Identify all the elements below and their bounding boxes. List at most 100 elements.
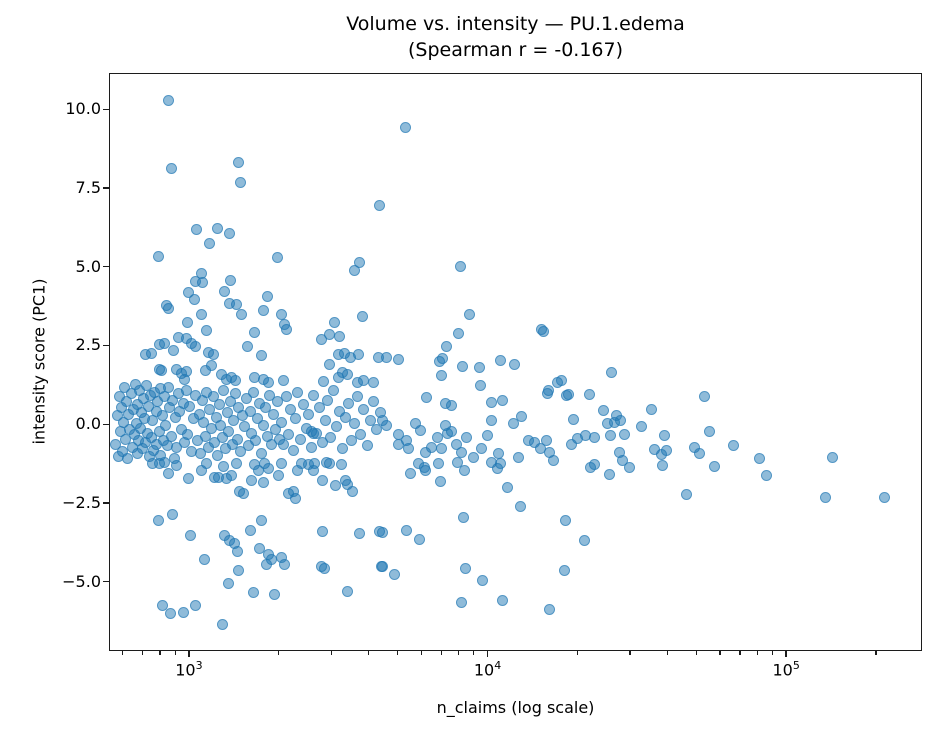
x-minor-tick (122, 651, 124, 655)
data-point (276, 457, 288, 469)
data-point (579, 535, 591, 547)
data-point (120, 433, 132, 445)
y-tick-label: −2.5 (62, 492, 101, 512)
data-point (351, 391, 363, 403)
data-point (341, 585, 353, 597)
data-point (561, 389, 573, 401)
data-point (280, 323, 292, 335)
data-point (250, 435, 262, 447)
data-point (232, 156, 244, 168)
data-point (543, 603, 555, 615)
data-point (252, 413, 264, 425)
data-point (257, 476, 269, 488)
x-tick-label: 103 (175, 659, 203, 680)
data-point (618, 428, 630, 440)
data-point (605, 430, 617, 442)
data-point (183, 472, 195, 484)
x-minor-tick (159, 651, 161, 655)
data-point (403, 443, 415, 455)
data-point (305, 441, 317, 453)
x-minor-tick (420, 651, 422, 655)
data-point (496, 394, 508, 406)
data-point (485, 414, 497, 426)
data-point (245, 524, 257, 536)
x-minor-tick (695, 651, 697, 655)
data-point (238, 487, 250, 499)
y-tick (103, 187, 109, 189)
data-point (199, 553, 211, 565)
data-point (145, 347, 157, 359)
data-point (155, 449, 167, 461)
x-major-tick (486, 651, 489, 657)
data-point (228, 414, 240, 426)
x-minor-tick (368, 651, 370, 655)
x-minor-tick (174, 651, 176, 655)
data-point (374, 407, 386, 419)
data-point (432, 432, 444, 444)
data-point (636, 420, 648, 432)
data-point (316, 474, 328, 486)
x-minor-tick (440, 651, 442, 655)
data-point (485, 396, 497, 408)
data-point (160, 419, 172, 431)
data-point (292, 386, 304, 398)
data-point (598, 405, 610, 417)
x-minor-tick (756, 651, 758, 655)
data-point (271, 251, 283, 263)
data-point (289, 492, 301, 504)
data-point (152, 514, 164, 526)
data-point (196, 308, 208, 320)
data-point (267, 408, 279, 420)
data-point (608, 417, 620, 429)
data-point (203, 237, 215, 249)
data-point (445, 399, 457, 411)
data-point (242, 340, 254, 352)
data-point (240, 392, 252, 404)
data-point (273, 469, 284, 481)
data-point (473, 361, 485, 373)
x-minor-tick (458, 651, 460, 655)
data-point (319, 414, 331, 426)
y-axis-label: intensity score (PC1) (29, 278, 49, 445)
data-point (287, 444, 299, 456)
data-point (272, 396, 284, 408)
data-point (223, 577, 235, 589)
data-point (361, 440, 373, 452)
data-point (231, 457, 243, 469)
data-point (229, 388, 241, 400)
data-point (565, 438, 577, 450)
x-minor-tick (739, 651, 741, 655)
data-point (513, 451, 525, 463)
data-point (156, 599, 168, 611)
x-axis-label: n_claims (log scale) (436, 698, 595, 717)
data-point (163, 302, 175, 314)
data-point (496, 595, 508, 607)
data-point (215, 419, 227, 431)
data-point (421, 391, 433, 403)
data-point (218, 460, 230, 472)
data-point (414, 425, 426, 437)
data-point (376, 527, 388, 539)
data-point (347, 486, 359, 498)
data-point (453, 328, 465, 340)
data-point (179, 373, 191, 385)
data-point (178, 607, 190, 619)
x-minor-tick (576, 651, 579, 655)
data-point (303, 408, 315, 420)
data-point (474, 379, 486, 391)
data-point (199, 430, 211, 442)
data-point (456, 360, 468, 372)
chart-title-line1: Volume vs. intensity — PU.1.edema (346, 13, 685, 35)
data-point (262, 290, 274, 302)
data-point (311, 427, 323, 439)
data-point (708, 460, 720, 472)
data-point (212, 222, 224, 234)
data-point (404, 467, 416, 479)
data-point (261, 558, 273, 570)
data-point (204, 403, 216, 415)
data-point (368, 376, 380, 388)
y-tick (103, 108, 109, 110)
data-point (342, 368, 354, 380)
x-tick-label: 104 (473, 659, 502, 680)
data-point (164, 608, 176, 620)
